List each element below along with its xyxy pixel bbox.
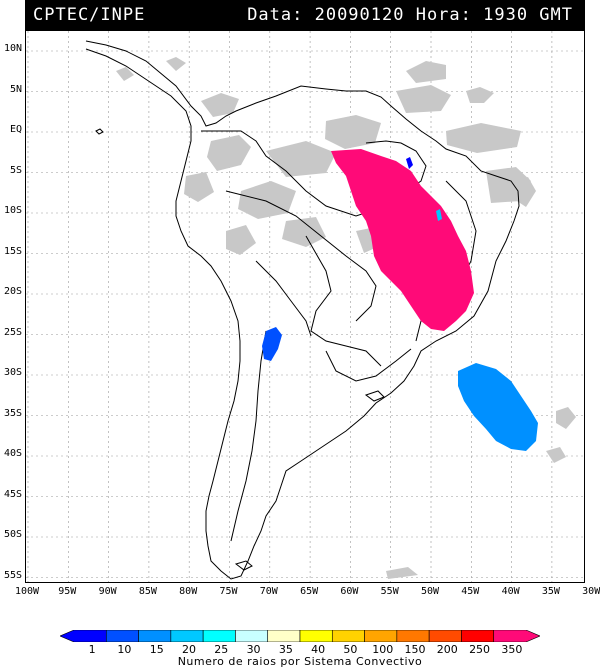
lightning-cluster-andes (262, 327, 282, 361)
colorbar-value: 15 (149, 643, 164, 656)
lat-label: 30S (3, 367, 22, 378)
lon-label: 60W (340, 586, 359, 597)
lat-label: 40S (3, 448, 22, 459)
lat-label: 25S (3, 326, 22, 338)
colorbar-value: 10 (117, 643, 132, 656)
colorbar-value: 40 (311, 643, 326, 656)
colorbar-segment (461, 630, 495, 642)
lon-label: 70W (259, 586, 278, 597)
lat-label: 20S (3, 286, 22, 297)
cloud-cover (116, 57, 576, 579)
colorbar-segment (235, 630, 269, 642)
header-source: CPTEC/INPE (33, 5, 146, 25)
colorbar-segment (493, 630, 540, 642)
lat-label: 50S (3, 529, 22, 540)
lat-label: 55S (3, 569, 22, 581)
colorbar-segment (202, 630, 236, 642)
colorbar-value: 35 (278, 643, 293, 656)
lon-label: 55W (380, 586, 399, 597)
colorbar-value: 200 (436, 643, 458, 656)
graticule (26, 31, 584, 582)
lightning-cluster-atlantic (458, 363, 538, 451)
colorbar-segment (428, 630, 462, 642)
colorbar-value: 250 (469, 643, 491, 656)
lon-label: 90W (98, 586, 117, 597)
islands (95, 128, 385, 571)
colorbar-title: Numero de raios por Sistema Convectivo (177, 655, 423, 668)
lat-label: 35S (3, 407, 22, 419)
colorbar-value: 20 (182, 643, 196, 656)
colorbar-segment (267, 630, 301, 642)
lon-label: 80W (179, 586, 198, 597)
map-frame (25, 30, 585, 583)
lon-label: 85W (138, 586, 157, 597)
map-canvas (26, 31, 584, 582)
lat-label: 10S (3, 205, 22, 216)
lon-label: 50W (420, 586, 440, 597)
lat-label: 5S (9, 164, 22, 176)
lon-label: 45W (461, 586, 480, 597)
header-datetime: Data: 20090120 Hora: 1930 GMT (247, 5, 573, 25)
header-bar: CPTEC/INPE Data: 20090120 Hora: 1930 GMT (25, 0, 585, 30)
lightning-cluster-brazil-cyan (436, 209, 442, 221)
colorbar-segment (396, 630, 430, 642)
colorbar-value: 25 (214, 643, 229, 656)
lat-label: 10N (3, 43, 22, 54)
colorbar-segment (170, 630, 204, 642)
colorbar-value: 350 (501, 643, 523, 656)
colorbar (60, 630, 540, 642)
colorbar-segment (60, 630, 107, 642)
lat-label: 45S (3, 488, 22, 500)
lon-label: 75W (219, 586, 238, 597)
lon-label: 30W (582, 586, 600, 597)
colorbar-segment (299, 630, 333, 642)
colorbar-segment (364, 630, 398, 642)
lightning-cluster-brazil (331, 149, 474, 331)
colorbar-segment (331, 630, 365, 642)
colorbar-value: 50 (343, 643, 358, 656)
lon-label: 95W (58, 586, 77, 597)
colorbar-value: 100 (372, 643, 394, 656)
lon-label: 65W (300, 586, 319, 597)
colorbar-segment (105, 630, 139, 642)
lightning-cluster-brazil-edge (406, 157, 413, 169)
lat-label: 5N (9, 83, 22, 95)
colorbar-segment (138, 630, 172, 642)
lat-label: 15S (3, 245, 22, 257)
colorbar-value: 30 (246, 643, 261, 656)
lat-label: EQ (9, 124, 22, 135)
colorbar-value: 150 (404, 643, 426, 656)
colorbar-value: 1 (88, 643, 96, 656)
lon-label: 40W (501, 586, 520, 597)
lon-label: 100W (14, 586, 40, 597)
lon-label: 35W (541, 586, 560, 597)
